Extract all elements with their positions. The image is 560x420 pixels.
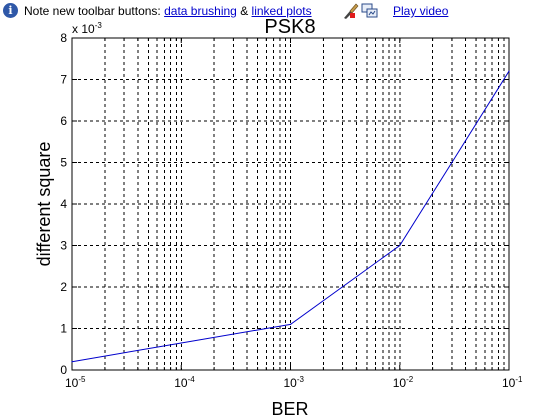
x-tick-exponent: -2 xyxy=(406,375,414,384)
y-tick-labels: 0 1 2 3 4 5 6 7 8 xyxy=(60,31,67,377)
y-tick-label: 4 xyxy=(60,197,67,211)
y-tick-label: 6 xyxy=(60,114,67,128)
x-axis-label: BER xyxy=(271,399,308,419)
y-multiplier-label: x 10-3 xyxy=(72,21,102,36)
data-point xyxy=(508,70,510,72)
data-brushing-link[interactable]: data brushing xyxy=(164,4,237,18)
y-axis-label: different square xyxy=(34,142,54,267)
data-point xyxy=(289,323,292,325)
x-tick-labels: 10-5 10-4 10-3 10-2 10-1 xyxy=(65,375,523,390)
grid-lines xyxy=(72,38,509,370)
x-tick-base: 10 xyxy=(502,376,516,390)
data-point xyxy=(71,361,73,363)
x-tick-label: 10-3 xyxy=(284,375,305,390)
x-tick-exponent: -4 xyxy=(188,375,196,384)
info-icon: i xyxy=(3,3,18,18)
x-tick-base: 10 xyxy=(393,376,407,390)
info-message: Note new toolbar buttons: xyxy=(24,4,161,18)
x-tick-label: 10-1 xyxy=(502,375,523,390)
data-point xyxy=(399,244,401,247)
data-brush-icon[interactable] xyxy=(341,2,359,20)
x-tick-exponent: -5 xyxy=(78,375,86,384)
y-multiplier-base: x 10 xyxy=(72,22,95,36)
linked-plots-icon[interactable] xyxy=(361,2,379,20)
ampersand: & xyxy=(240,4,249,18)
series-line xyxy=(71,70,510,363)
series-layer xyxy=(71,70,510,363)
chart-title: PSK8 xyxy=(264,16,315,38)
x-tick-base: 10 xyxy=(284,376,298,390)
x-tick-base: 10 xyxy=(65,376,79,390)
y-tick-label: 5 xyxy=(60,156,67,170)
y-tick-label: 1 xyxy=(60,322,67,336)
x-tick-label: 10-5 xyxy=(65,375,86,390)
tick-marks xyxy=(71,37,509,371)
linked-plots-link[interactable]: linked plots xyxy=(251,4,312,18)
x-tick-label: 10-4 xyxy=(174,375,195,390)
info-text: Note new toolbar buttons: data brushing … xyxy=(24,4,312,18)
info-bar: i Note new toolbar buttons: data brushin… xyxy=(0,0,560,22)
x-tick-exponent: -3 xyxy=(297,375,305,384)
data-point xyxy=(180,342,182,344)
data-point xyxy=(451,161,453,164)
play-video-link[interactable]: Play video xyxy=(393,4,449,18)
y-tick-label: 0 xyxy=(60,363,67,377)
y-tick-label: 3 xyxy=(60,239,67,253)
y-tick-label: 2 xyxy=(60,280,67,294)
x-tick-exponent: -1 xyxy=(515,375,523,384)
y-tick-label: 7 xyxy=(60,73,67,87)
x-tick-base: 10 xyxy=(174,376,188,390)
x-tick-label: 10-2 xyxy=(393,375,414,390)
y-tick-label: 8 xyxy=(60,31,67,45)
y-multiplier-exponent: -3 xyxy=(95,21,103,30)
